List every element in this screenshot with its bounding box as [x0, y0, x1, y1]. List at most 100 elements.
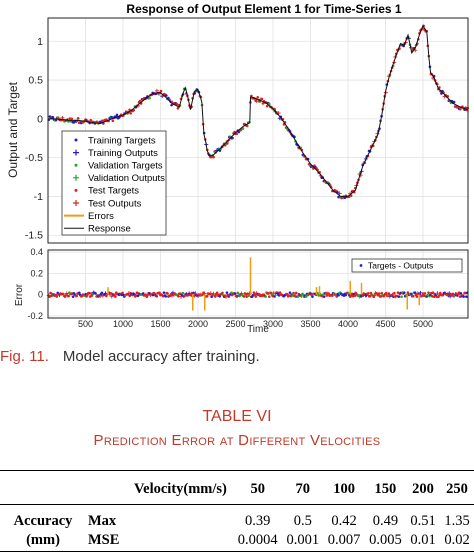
bottom-plot-marker — [205, 294, 209, 298]
bottom-plot-xtick-label: 3500 — [300, 319, 320, 329]
bottom-plot-marker — [446, 293, 451, 298]
figure-caption: Fig. 11. Model accuracy after training. — [0, 348, 260, 365]
top-plot-ylabel: Output and Target — [6, 81, 20, 178]
bottom-plot-ylabel: Error — [14, 283, 25, 306]
bottom-plot-marker — [353, 294, 357, 297]
bottom-plot-marker — [435, 291, 440, 296]
top-plot-marker — [261, 102, 265, 105]
top-plot-marker — [225, 142, 229, 145]
bottom-plot-xtick-label: 5000 — [413, 319, 433, 329]
bottom-plot-marker — [311, 295, 314, 298]
top-plot-marker — [70, 117, 74, 121]
bottom-plot-marker — [447, 291, 452, 296]
bottom-plot-marker — [377, 292, 381, 295]
bottom-plot-marker — [252, 291, 256, 295]
bottom-plot-marker — [462, 295, 465, 298]
bottom-plot-marker — [366, 291, 370, 295]
bottom-plot-error-stems — [107, 257, 420, 311]
bottom-plot-marker — [166, 292, 169, 295]
top-plot-marker — [101, 119, 104, 123]
top-plot-marker — [337, 195, 340, 199]
bottom-plot-marker — [384, 291, 388, 295]
bottom-plot-marker — [451, 292, 455, 296]
legend-marker-dot — [74, 138, 78, 142]
top-plot-marker — [256, 96, 260, 99]
bottom-plot-marker — [114, 295, 117, 298]
table-cell: 0.005 — [364, 531, 407, 552]
table-header-cell: 250 — [440, 470, 474, 505]
bottom-plot-marker — [393, 291, 396, 295]
top-plot-marker — [452, 100, 456, 104]
bottom-plot-marker — [347, 292, 350, 295]
bottom-plot-ytick-label: 0 — [38, 290, 43, 300]
top-plot-marker — [176, 106, 180, 110]
bottom-plot-markers — [46, 290, 469, 299]
bottom-plot-marker — [400, 295, 403, 298]
bottom-plot-marker — [213, 295, 217, 298]
bottom-plot-gridlines — [48, 250, 468, 318]
bottom-plot-marker — [94, 292, 97, 295]
legend-label: Training Targets — [88, 135, 156, 146]
bottom-plot-marker — [113, 293, 116, 296]
top-plot-marker — [159, 89, 163, 93]
table-cell: 0.0004 — [233, 531, 283, 552]
bottom-plot-ytick-label: -0.2 — [27, 311, 43, 321]
bottom-plot-marker — [361, 294, 365, 298]
table-header-cell: 70 — [282, 470, 324, 505]
bottom-plot-marker — [162, 291, 166, 294]
table-header-cell: 50 — [233, 470, 283, 505]
top-plot-marker — [76, 117, 80, 120]
table-cell: 0.007 — [323, 531, 365, 552]
legend-label: Validation Outputs — [88, 173, 165, 184]
bottom-plot-marker — [170, 293, 175, 298]
top-plot-marker — [265, 104, 269, 108]
legend-label: Validation Targets — [88, 161, 163, 172]
bottom-plot-xtick-label: 3000 — [263, 319, 283, 329]
bottom-plot-marker — [372, 293, 377, 298]
bottom-plot-xtick-label: 1500 — [150, 319, 170, 329]
legend-label: Test Targets — [88, 186, 139, 197]
table-cell: 0.39 — [245, 513, 271, 529]
bottom-plot-xlabel: Time — [247, 324, 269, 335]
bottom-plot-marker — [459, 292, 463, 295]
bottom-plot-marker — [397, 295, 401, 298]
table-cell: 0.51 — [410, 513, 436, 529]
bottom-plot-marker — [208, 291, 213, 296]
table-row: Accuracy Max 0.39 0.5 0.42 0.49 0.51 1.3… — [0, 505, 474, 532]
top-plot-marker — [231, 136, 234, 140]
legend-label: Targets - Outputs — [368, 261, 433, 271]
bottom-plot-marker — [254, 295, 258, 298]
bottom-plot-marker — [402, 291, 406, 295]
bottom-plot-marker — [236, 291, 240, 295]
bottom-plot-marker — [410, 292, 413, 296]
top-plot-ytick-label: -1 — [34, 191, 43, 203]
top-plot-response — [48, 24, 469, 197]
bottom-plot-xtick-label: 4500 — [375, 319, 395, 329]
table-row-label: Accuracy — [13, 513, 73, 529]
bottom-plot-marker — [327, 292, 330, 295]
bottom-plot-marker — [330, 294, 334, 297]
bottom-plot-marker — [387, 292, 391, 295]
bottom-plot-marker — [120, 293, 123, 297]
bottom-plot-xtick-label: 1000 — [113, 319, 133, 329]
bottom-plot-marker — [224, 294, 229, 299]
top-plot-marker — [138, 99, 142, 103]
table-row-metric: MSE — [86, 531, 234, 552]
bottom-plot-marker — [344, 293, 348, 297]
bottom-plot-ytick-label: 0.2 — [30, 268, 43, 278]
legend-marker-dot — [74, 188, 78, 192]
top-plot-marker — [440, 92, 443, 95]
legend-marker-plus — [73, 174, 79, 181]
table-cell: 0.5 — [293, 513, 312, 529]
bottom-plot-marker — [136, 294, 140, 298]
bottom-plot-marker — [55, 295, 59, 298]
bottom-plot-marker — [225, 291, 229, 294]
bottom-plot-marker — [304, 295, 308, 298]
table-header-cell: 100 — [323, 470, 365, 505]
bottom-plot-marker — [431, 291, 435, 294]
legend-marker-dot — [359, 264, 363, 267]
top-plot-marker — [250, 94, 253, 98]
top-plot-yticks: 1 0.5 0 -0.5 -1 -1.5 — [25, 36, 43, 242]
bottom-plot-marker — [337, 293, 340, 297]
bottom-plot-yticks: 0.4 0.2 0 -0.2 — [27, 247, 43, 321]
